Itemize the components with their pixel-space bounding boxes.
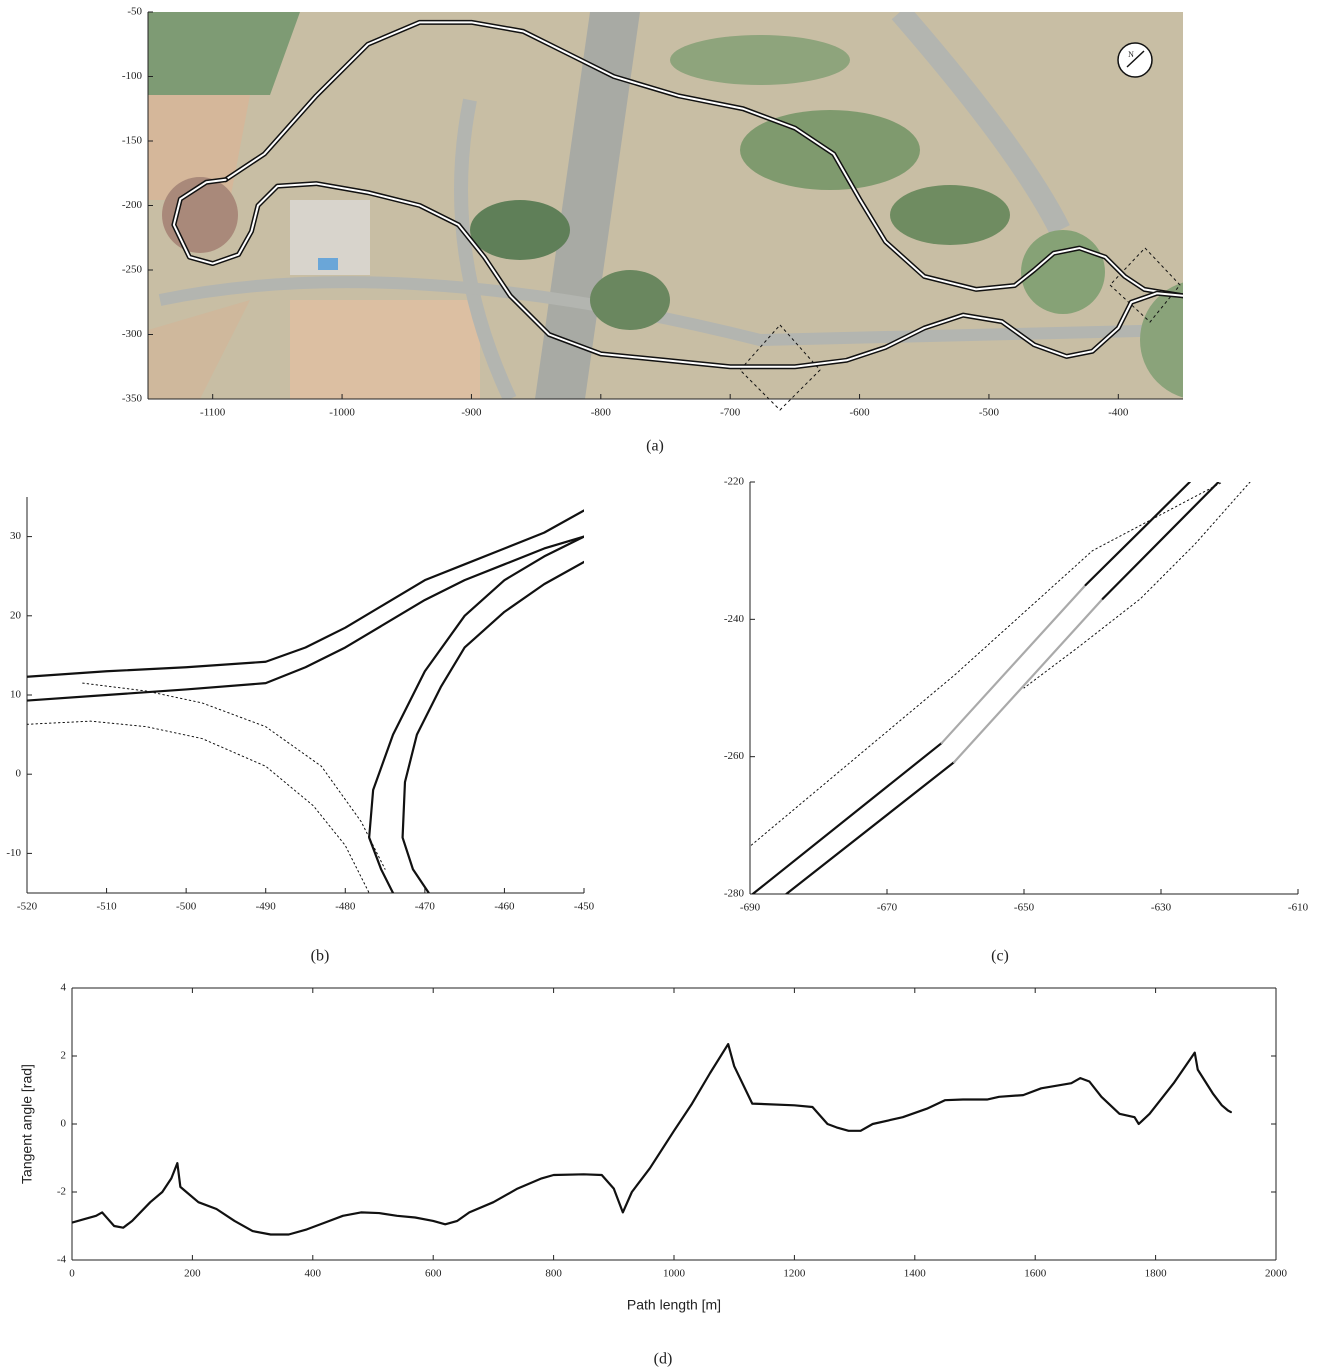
- y-tick-label: -100: [122, 70, 143, 82]
- path-line: [954, 599, 1103, 762]
- y-tick-label: -10: [6, 847, 21, 859]
- path-line: [753, 743, 942, 894]
- y-axis-label: Tangent angle [rad]: [19, 1064, 35, 1184]
- x-tick-label: -900: [461, 407, 482, 419]
- x-tick-label: 0: [69, 1268, 75, 1280]
- x-tick-label: -1000: [329, 407, 355, 419]
- y-tick-label: 2: [61, 1050, 67, 1062]
- y-tick-label: -240: [724, 613, 745, 625]
- y-tick-label: -50: [127, 6, 142, 18]
- boundary-line: [27, 721, 369, 893]
- x-tick-label: -650: [1014, 902, 1035, 914]
- y-tick-label: 20: [10, 609, 22, 621]
- path-line: [1103, 482, 1219, 599]
- x-tick-label: -450: [574, 901, 595, 913]
- x-tick-label: 400: [305, 1268, 322, 1280]
- y-tick-label: -350: [122, 393, 143, 405]
- boundary-line: [748, 482, 1223, 848]
- path-line: [27, 537, 584, 701]
- y-tick-label: -300: [122, 328, 143, 340]
- x-tick-label: -690: [740, 902, 761, 914]
- y-tick-label: 0: [16, 768, 22, 780]
- caption: (a): [646, 438, 664, 455]
- x-tick-label: 1400: [904, 1268, 927, 1280]
- caption: (d): [654, 1351, 673, 1368]
- caption: (b): [311, 948, 330, 965]
- y-tick-label: -260: [724, 750, 745, 762]
- y-tick-label: 4: [61, 982, 67, 994]
- x-tick-label: 600: [425, 1268, 442, 1280]
- x-tick-label: 800: [545, 1268, 562, 1280]
- aerial-background: [148, 12, 1260, 400]
- x-tick-label: -1100: [200, 407, 226, 419]
- y-tick-label: -220: [724, 476, 745, 488]
- y-tick-label: -2: [57, 1186, 66, 1198]
- x-tick-label: -480: [335, 901, 356, 913]
- x-tick-label: -520: [17, 901, 38, 913]
- x-tick-label: 1000: [663, 1268, 686, 1280]
- plot-area: [748, 482, 1250, 894]
- y-tick-label: -250: [122, 264, 143, 276]
- path-line: [1086, 482, 1190, 585]
- path-line: [942, 585, 1086, 743]
- y-tick-label: -280: [724, 888, 745, 900]
- path-line: [403, 562, 584, 893]
- y-tick-label: 30: [10, 530, 22, 542]
- y-tick-label: 0: [61, 1118, 67, 1130]
- y-tick-label: -4: [57, 1254, 67, 1266]
- figure: N -1100-1000-900-800-700-600-500-400-350…: [0, 0, 1321, 1372]
- x-tick-label: -470: [415, 901, 436, 913]
- x-tick-label: -510: [96, 901, 117, 913]
- path-line: [72, 1044, 1231, 1234]
- y-tick-label: -150: [122, 135, 143, 147]
- y-tick-label: -200: [122, 199, 143, 211]
- path-line: [369, 537, 584, 893]
- x-tick-label: -500: [979, 407, 1000, 419]
- x-tick-label: 1800: [1145, 1268, 1168, 1280]
- plot-area: [72, 1044, 1231, 1234]
- y-tick-label: 10: [10, 689, 22, 701]
- x-axis-label: Path length [m]: [627, 1297, 721, 1313]
- boundary-line: [1024, 482, 1250, 688]
- path-line: [786, 762, 954, 894]
- x-tick-label: -600: [849, 407, 870, 419]
- x-tick-label: -490: [256, 901, 277, 913]
- boundary-line: [83, 683, 385, 869]
- x-tick-label: 1200: [783, 1268, 806, 1280]
- x-tick-label: -800: [591, 407, 612, 419]
- path-line: [27, 510, 584, 676]
- x-tick-label: -670: [877, 902, 898, 914]
- page: {"chart_data": [ {"type": "line", "capti…: [0, 0, 1321, 1372]
- plot-area: [27, 510, 584, 893]
- north-label: N: [1128, 50, 1134, 59]
- x-tick-label: -630: [1151, 902, 1172, 914]
- x-tick-label: 2000: [1265, 1268, 1288, 1280]
- x-tick-label: -400: [1108, 407, 1129, 419]
- x-tick-label: -700: [720, 407, 741, 419]
- x-tick-label: -610: [1288, 902, 1309, 914]
- caption: (c): [991, 948, 1009, 965]
- x-tick-label: 200: [184, 1268, 201, 1280]
- x-tick-label: 1600: [1024, 1268, 1047, 1280]
- x-tick-label: -500: [176, 901, 197, 913]
- x-tick-label: -460: [494, 901, 515, 913]
